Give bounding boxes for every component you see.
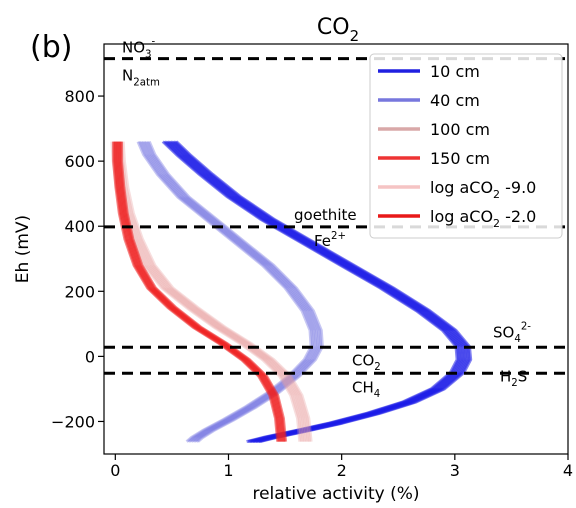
- redox-label-upper: SO42-: [493, 321, 531, 345]
- series-line: [136, 141, 313, 443]
- x-tick-label: 3: [450, 461, 460, 480]
- series-line: [113, 141, 281, 442]
- x-tick-label: 4: [563, 461, 573, 480]
- legend-label: 10 cm: [430, 62, 480, 81]
- redox-label-lower: Fe2+: [314, 231, 346, 250]
- series-line: [144, 140, 321, 443]
- y-tick-label: 600: [64, 152, 95, 171]
- series-line: [112, 141, 280, 442]
- chart-title: CO2: [317, 15, 359, 45]
- redox-label-upper: CO2: [352, 351, 381, 373]
- legend-label: log aCO2 -2.0: [430, 207, 536, 230]
- series-line: [116, 141, 284, 442]
- series-line: [120, 141, 311, 442]
- y-axis-label: Eh (mV): [13, 215, 33, 283]
- series-line: [138, 141, 315, 443]
- series-line: [139, 141, 316, 443]
- legend-label: 40 cm: [430, 91, 480, 110]
- series-line: [146, 141, 323, 443]
- series-line: [121, 141, 313, 442]
- x-tick-label: 1: [223, 461, 233, 480]
- panel-label: (b): [30, 30, 72, 65]
- series-40-cm: [136, 140, 324, 443]
- y-tick-label: 800: [64, 87, 95, 106]
- redox-label-lower: CH4: [352, 378, 380, 400]
- series-line: [120, 141, 288, 442]
- redox-label-upper: goethite: [294, 206, 357, 224]
- series-10-cm: [161, 140, 473, 444]
- redox-label-upper: NO3-: [122, 37, 156, 61]
- legend-label: 100 cm: [430, 120, 490, 139]
- x-tick-label: 0: [110, 461, 120, 480]
- plot-frame: [103, 43, 569, 455]
- legend-label: log aCO2 -9.0: [430, 178, 536, 201]
- y-tick-label: −200: [51, 412, 95, 431]
- y-tick-label: 0: [85, 347, 95, 366]
- series-line: [114, 141, 282, 442]
- x-axis-label: relative activity (%): [252, 484, 419, 504]
- series-150-cm: [112, 141, 288, 442]
- series-line: [115, 141, 283, 442]
- series-line: [175, 140, 473, 444]
- series-line: [143, 140, 320, 443]
- y-tick-label: 200: [64, 282, 95, 301]
- series-line: [147, 141, 324, 443]
- series-100-cm: [110, 141, 313, 442]
- redox-label-lower: H2S: [500, 367, 527, 389]
- y-tick-label: 400: [64, 217, 95, 236]
- legend-label: 150 cm: [430, 149, 490, 168]
- series-line: [141, 140, 318, 443]
- x-tick-label: 2: [337, 461, 347, 480]
- redox-label-lower: N2atm: [122, 67, 160, 89]
